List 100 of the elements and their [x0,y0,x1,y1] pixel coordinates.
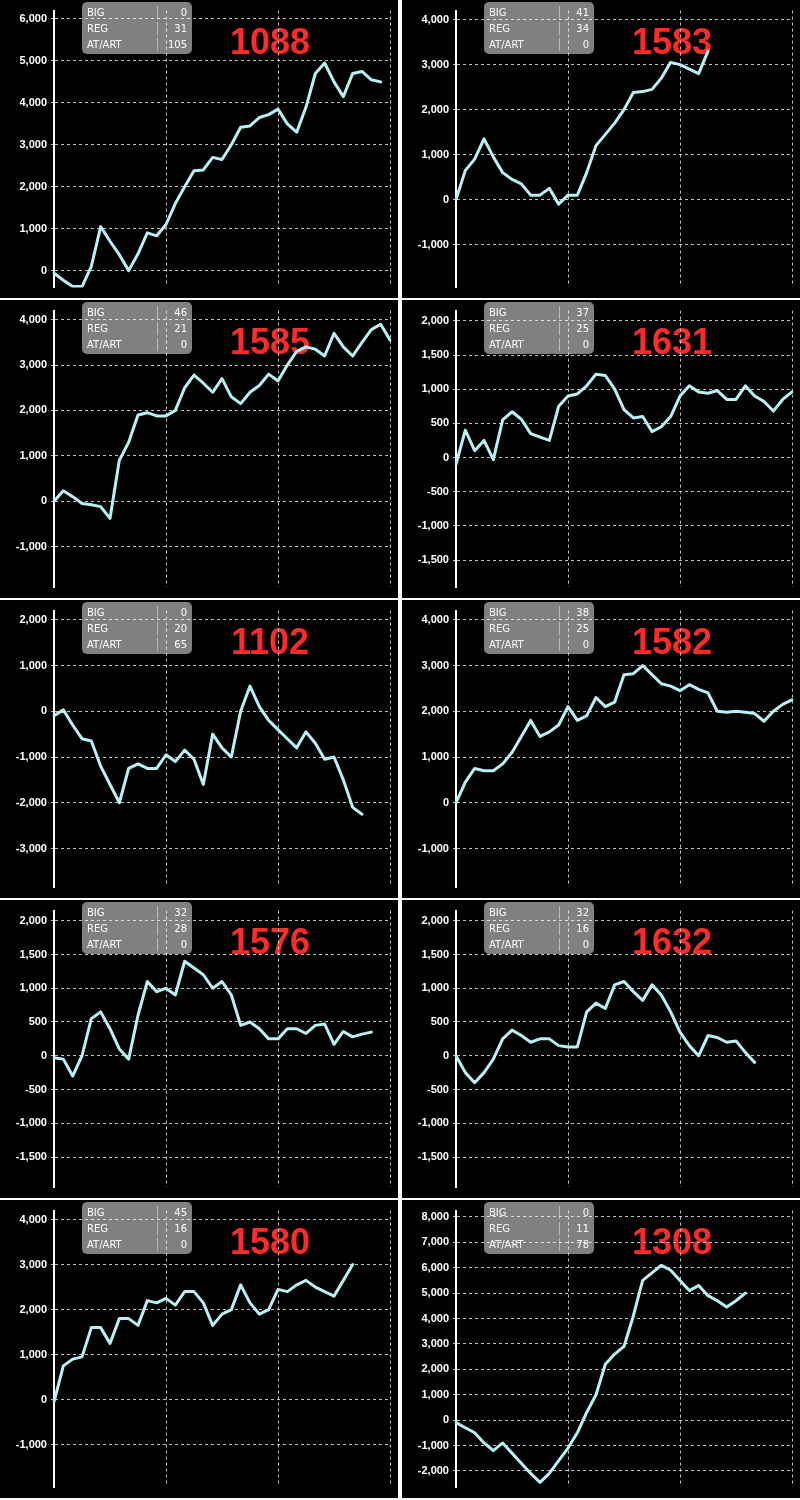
y-tick-label: 3,000 [19,358,47,371]
chart-title: 1631 [631,321,713,362]
annotation: BIG [86,306,106,318]
y-tick-label: 0 [40,704,47,717]
y-tick-label: -1,000 [15,539,47,552]
annotation: 45 [173,1206,188,1218]
annotation: REG [488,922,511,934]
y-tick-label: 1,000 [421,147,449,160]
y-tick-label: 1,000 [19,981,47,994]
annotation: 0 [581,938,590,950]
annotation: AT/ART [86,38,123,50]
y-tick-label: 0 [40,1048,47,1061]
annotation: REG [488,322,511,334]
annotation: 34 [575,22,590,34]
annotation: AT/ART [86,938,123,950]
annotation: 0 [581,38,590,50]
annotation: 25 [575,322,590,334]
y-tick-label: -1,500 [15,1150,47,1163]
y-tick-label: 1,500 [421,348,449,361]
chart-title: 1632 [631,921,713,962]
y-tick-label: 1,000 [19,658,47,671]
annotation: BIG [488,906,508,918]
y-tick-label: -1,000 [417,841,449,854]
y-tick-label: -1,000 [15,1437,47,1450]
annotation: 46 [173,306,188,318]
y-tick-label: 500 [430,416,449,429]
annotation: 78 [575,1238,590,1250]
annotation: 11 [575,1222,590,1234]
y-tick-label: 3,000 [19,1257,47,1270]
y-tick-label: 8,000 [421,1209,449,1222]
y-tick-label: 2,000 [421,704,449,717]
annotation: 0 [179,1238,188,1250]
y-tick-label: 1,500 [421,947,449,960]
y-tick-label: -1,000 [417,237,449,250]
y-tick-label: 2,000 [421,913,449,926]
annotation: 105 [166,38,188,50]
annotation: AT/ART [86,338,123,350]
y-tick-label: 2,000 [421,313,449,326]
annotation: 37 [575,306,590,318]
y-tick-label: 1,000 [19,448,47,461]
annotation: BIG [86,1206,106,1218]
chart-title: 1580 [229,1221,311,1262]
y-tick-label: 0 [442,450,449,463]
y-tick-label: 0 [442,192,449,205]
annotation: 0 [179,938,188,950]
y-tick-label: 1,000 [421,750,449,763]
y-tick-label: 0 [40,494,47,507]
annotation: BIG [86,6,106,18]
y-tick-label: 2,000 [421,102,449,115]
y-tick-label: 4,000 [19,95,47,108]
annotation: REG [488,622,511,634]
annotation: REG [488,22,511,34]
y-tick-label: 3,000 [19,137,47,150]
y-tick-label: 1,000 [421,1387,449,1400]
annotation: 25 [575,622,590,634]
annotation: 31 [173,22,188,34]
chart-title: 1585 [229,321,311,362]
y-tick-label: 7,000 [421,1235,449,1248]
y-tick-label: 2,000 [421,1362,449,1375]
y-tick-label: 500 [430,1015,449,1028]
annotation: AT/ART [488,938,525,950]
y-tick-label: 6,000 [421,1260,449,1273]
y-tick-label: 5,000 [421,1286,449,1299]
annotation: 0 [581,338,590,350]
annotation: 16 [575,922,590,934]
annotation: BIG [488,6,508,18]
y-tick-label: -2,000 [417,1463,449,1476]
annotation: AT/ART [488,338,525,350]
annotation: REG [86,22,109,34]
chart-title: 1088 [229,21,311,62]
y-tick-label: 1,000 [19,221,47,234]
y-tick-label: 2,000 [19,913,47,926]
y-tick-label: 4,000 [421,1311,449,1324]
y-tick-label: -1,500 [417,1150,449,1163]
y-tick-label: -1,000 [417,518,449,531]
y-tick-label: -500 [426,484,449,497]
y-tick-label: 3,000 [421,1336,449,1349]
y-tick-label: 3,000 [421,57,449,70]
annotation: BIG [86,606,106,618]
chart-title: 1582 [631,621,713,662]
annotation: 0 [581,1206,590,1218]
y-tick-label: 2,000 [19,403,47,416]
y-tick-label: 1,000 [421,981,449,994]
y-tick-label: 1,500 [19,947,47,960]
y-tick-label: 4,000 [19,1212,47,1225]
annotation: AT/ART [488,1238,525,1250]
y-tick-label: 1,000 [19,1347,47,1360]
annotation: 20 [173,622,188,634]
annotation: AT/ART [488,638,525,650]
y-tick-label: 0 [442,1413,449,1426]
y-tick-label: 2,000 [19,1302,47,1315]
annotation: 32 [173,906,188,918]
y-tick-label: 0 [442,1048,449,1061]
annotation: AT/ART [86,1238,123,1250]
y-tick-label: 4,000 [421,612,449,625]
y-tick-label: 2,000 [19,612,47,625]
annotation: BIG [488,306,508,318]
y-tick-label: 6,000 [19,12,47,25]
annotation: BIG [488,606,508,618]
annotation: REG [86,322,109,334]
